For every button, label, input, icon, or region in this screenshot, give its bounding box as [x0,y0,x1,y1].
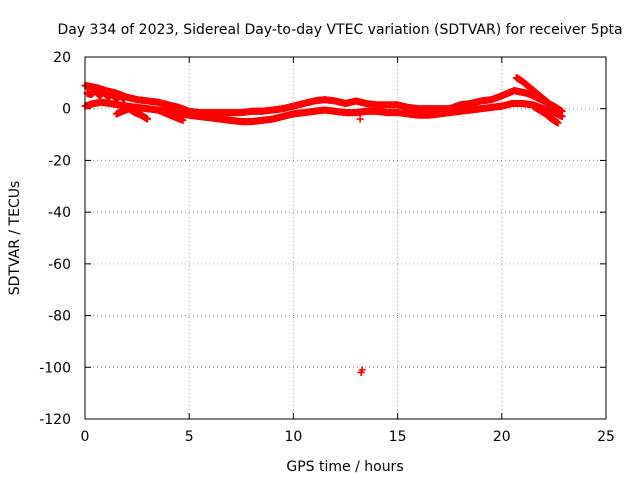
data-point [554,119,562,127]
y-tick-label: -80 [48,309,71,325]
x-tick-label: 10 [284,429,302,445]
chart-title: Day 334 of 2023, Sidereal Day-to-day VTE… [57,22,622,38]
y-axis-label: SDTVAR / TECUs [7,181,23,296]
data-points [81,74,566,376]
x-tick-label: 25 [597,429,615,445]
x-axis-label: GPS time / hours [286,459,403,475]
y-tick-label: -60 [48,257,71,273]
x-tick-label: 20 [493,429,511,445]
data-point [144,115,152,123]
y-tick-label: 20 [53,50,71,66]
x-tick-label: 15 [389,429,407,445]
y-tick-label: -100 [39,360,71,376]
data-point [556,107,564,115]
data-point [179,116,187,124]
y-tick-label: 0 [62,102,71,118]
plot-frame [84,56,607,420]
data-point [558,112,566,120]
x-tick-label: 5 [185,429,194,445]
y-tick-label: -120 [39,412,71,428]
x-tick-label: 0 [81,429,90,445]
y-tick-label: -40 [48,205,71,221]
tick-labels: 0 5 10 15 20 25 20 0 -20 -40 -60 -80 -100 -120 [39,50,615,445]
data-point [121,96,129,104]
data-point [358,366,366,374]
data-point [356,115,364,123]
y-tick-label: -20 [48,153,71,169]
